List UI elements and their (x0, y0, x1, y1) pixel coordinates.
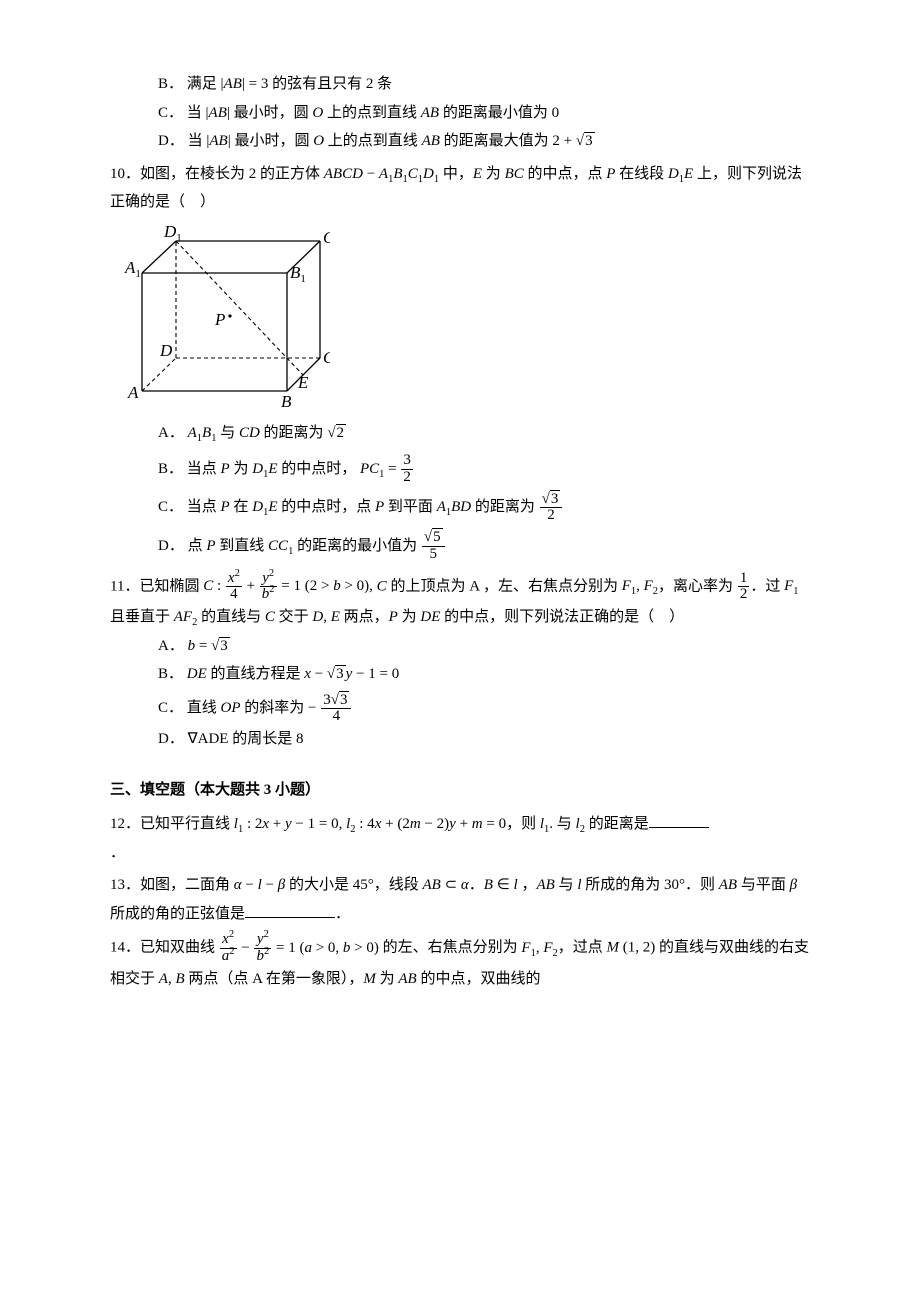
q9-option-C: C． 当 |AB| 最小时，圆 O 上的点到直线 AB 的距离最小值为 0 (158, 99, 810, 128)
svg-text:A1: A1 (124, 258, 141, 280)
svg-text:D: D (159, 341, 173, 360)
page: B． 满足 |AB| = 3 的弦有且只有 2 条 C． 当 |AB| 最小时，… (0, 0, 920, 1302)
q12-tail: ． (110, 845, 125, 861)
q11-D-text: ∇ADE 的周长是 8 (188, 731, 304, 747)
q10-figure: A B C D A1 B1 C1 D1 E P (120, 223, 810, 413)
q11-C-den: 4 (321, 709, 351, 725)
q11-C-label: C． (158, 694, 183, 723)
q11-ecc-den: 2 (738, 587, 750, 603)
q10-C-den: 2 (540, 508, 563, 524)
q10-stem: 10．如图，在棱长为 2 的正方体 ABCD − A1B1C1D1 中，E 为 … (110, 160, 810, 217)
q11-C-numrad: 3 (339, 691, 350, 708)
q9-B-label: B． (158, 70, 183, 99)
q10-C-label: C． (158, 493, 183, 522)
svg-text:A: A (127, 383, 139, 402)
svg-text:E: E (297, 373, 309, 392)
q12: 12．已知平行直线 l1 : 2x + y − 1 = 0, l2 : 4x +… (110, 810, 810, 867)
q9-D-const: 2 + (552, 133, 572, 149)
q11-option-D: D． ∇ADE 的周长是 8 (158, 725, 810, 754)
svg-text:B: B (281, 392, 292, 411)
q9-B-text: 满足 |AB| = 3 的弦有且只有 2 条 (187, 76, 392, 92)
q10-B-label: B． (158, 455, 183, 484)
q10-D-numrad: 5 (432, 528, 443, 545)
q9-option-B: B． 满足 |AB| = 3 的弦有且只有 2 条 (158, 70, 810, 99)
q11-option-A: A． b = √3 (158, 632, 810, 661)
cube-diagram: A B C D A1 B1 C1 D1 E P (120, 223, 330, 413)
q10-B-den: 2 (401, 470, 413, 486)
q11-A-label: A． (158, 632, 184, 661)
q14: 14．已知双曲线 x2a2 − y2b2 = 1 (a > 0, b > 0) … (110, 932, 810, 993)
q10-stem-pre: 10．如图，在棱长为 2 的正方体 (110, 166, 324, 182)
q10-option-B: B． 当点 P 为 D1E 的中点时， PC1 = 32 (158, 453, 810, 486)
q10-option-A: A． A1B1 与 CD 的距离为 √2 (158, 419, 810, 448)
q10-options: A． A1B1 与 CD 的距离为 √2 B． 当点 P 为 D1E 的中点时，… (110, 419, 810, 563)
q11-D-label: D． (158, 725, 184, 754)
q11-ecc-num: 1 (738, 571, 750, 588)
q10-B-num: 3 (401, 453, 413, 470)
q13: 13．如图，二面角 α − l − β 的大小是 45°，线段 AB ⊂ α．B… (110, 871, 810, 928)
q11-C-coef: 3 (323, 692, 331, 708)
q11-option-B: B． DE 的直线方程是 x − √3y − 1 = 0 (158, 660, 810, 689)
q9-C-text: 当 |AB| 最小时，圆 O 上的点到直线 AB 的距离最小值为 0 (187, 105, 559, 121)
q10-D-den: 5 (422, 547, 445, 563)
q10-option-C: C． 当点 P 在 D1E 的中点时，点 P 到平面 A1BD 的距离为 √32 (158, 492, 810, 525)
svg-text:D1: D1 (163, 223, 182, 244)
q10-A-rad: 2 (336, 424, 347, 441)
q11-B-label: B． (158, 660, 183, 689)
q12-pre: 12．已知平行直线 (110, 816, 234, 832)
q11-stem: 11．已知椭圆 C : x24 + y2b2 = 1 (2 > b > 0), … (110, 571, 810, 632)
q9-options: B． 满足 |AB| = 3 的弦有且只有 2 条 C． 当 |AB| 最小时，… (110, 70, 810, 156)
q10: 10．如图，在棱长为 2 的正方体 ABCD − A1B1C1D1 中，E 为 … (110, 160, 810, 563)
q9-option-D: D． 当 |AB| 最小时，圆 O 上的点到直线 AB 的距离最大值为 2 + … (158, 127, 810, 156)
svg-text:B1: B1 (290, 263, 306, 285)
q11-options: A． b = √3 B． DE 的直线方程是 x − √3y − 1 = 0 C… (110, 632, 810, 754)
q11-B-rad: 3 (335, 665, 346, 682)
q9-C-label: C． (158, 99, 183, 128)
q13-blank (245, 902, 335, 918)
svg-text:C1: C1 (323, 228, 330, 250)
q11-stem-pre: 11．已知椭圆 (110, 578, 203, 594)
q11-A-rad: 3 (219, 637, 230, 654)
q10-A-label: A． (158, 419, 184, 448)
q9-D-text: 当 |AB| 最小时，圆 O 上的点到直线 AB 的距离最大值为 2 + √3 (188, 133, 595, 149)
q13-tail: ． (335, 906, 350, 922)
svg-text:P: P (214, 310, 225, 329)
q10-C-numrad: 3 (550, 490, 561, 507)
q9-D-label: D． (158, 127, 184, 156)
q11-option-C: C． 直线 OP 的斜率为 − 3√34 (158, 693, 810, 726)
q9-D-rad: 3 (584, 132, 595, 149)
section-3-title: 三、填空题（本大题共 3 小题） (110, 776, 810, 805)
q12-blank (649, 812, 709, 828)
q11: 11．已知椭圆 C : x24 + y2b2 = 1 (2 > b > 0), … (110, 571, 810, 754)
svg-text:C: C (323, 348, 330, 367)
q10-D-label: D． (158, 532, 184, 561)
q10-option-D: D． 点 P 到直线 CC1 的距离的最小值为 √55 (158, 530, 810, 563)
q14-pre: 14．已知双曲线 (110, 940, 219, 956)
